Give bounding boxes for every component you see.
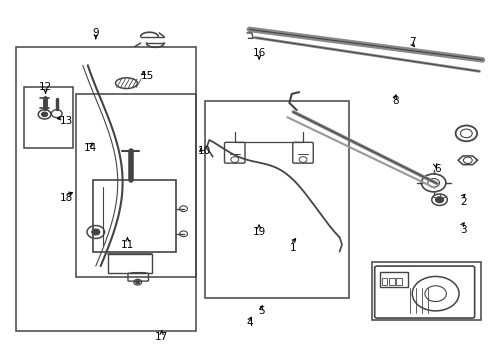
Text: 19: 19: [252, 227, 265, 237]
Text: 1: 1: [289, 243, 296, 253]
Bar: [205, 101, 348, 298]
Ellipse shape: [115, 78, 137, 89]
Text: 4: 4: [245, 319, 252, 328]
Bar: [371, 262, 480, 320]
Circle shape: [41, 112, 47, 117]
Text: 9: 9: [92, 28, 99, 38]
Bar: [395, 278, 401, 285]
Circle shape: [435, 197, 443, 203]
Bar: [379, 272, 407, 287]
Bar: [16, 47, 195, 330]
Text: 3: 3: [460, 225, 466, 235]
Bar: [76, 94, 195, 277]
Bar: [108, 253, 152, 273]
Text: 16: 16: [252, 48, 265, 58]
Text: 13: 13: [60, 116, 73, 126]
Text: 6: 6: [433, 164, 440, 174]
Bar: [24, 87, 73, 148]
Circle shape: [92, 229, 100, 235]
Text: 8: 8: [391, 96, 398, 106]
Text: 12: 12: [39, 82, 52, 92]
Text: 10: 10: [198, 146, 211, 156]
Text: 7: 7: [408, 37, 415, 47]
Bar: [381, 278, 386, 285]
Text: 11: 11: [121, 239, 134, 249]
Text: 2: 2: [460, 197, 466, 207]
Circle shape: [136, 281, 140, 284]
Text: 17: 17: [155, 332, 168, 342]
Text: 5: 5: [258, 306, 264, 316]
Text: 15: 15: [140, 71, 153, 81]
Text: 18: 18: [60, 193, 73, 203]
Text: 14: 14: [84, 143, 97, 153]
Bar: [388, 278, 394, 285]
